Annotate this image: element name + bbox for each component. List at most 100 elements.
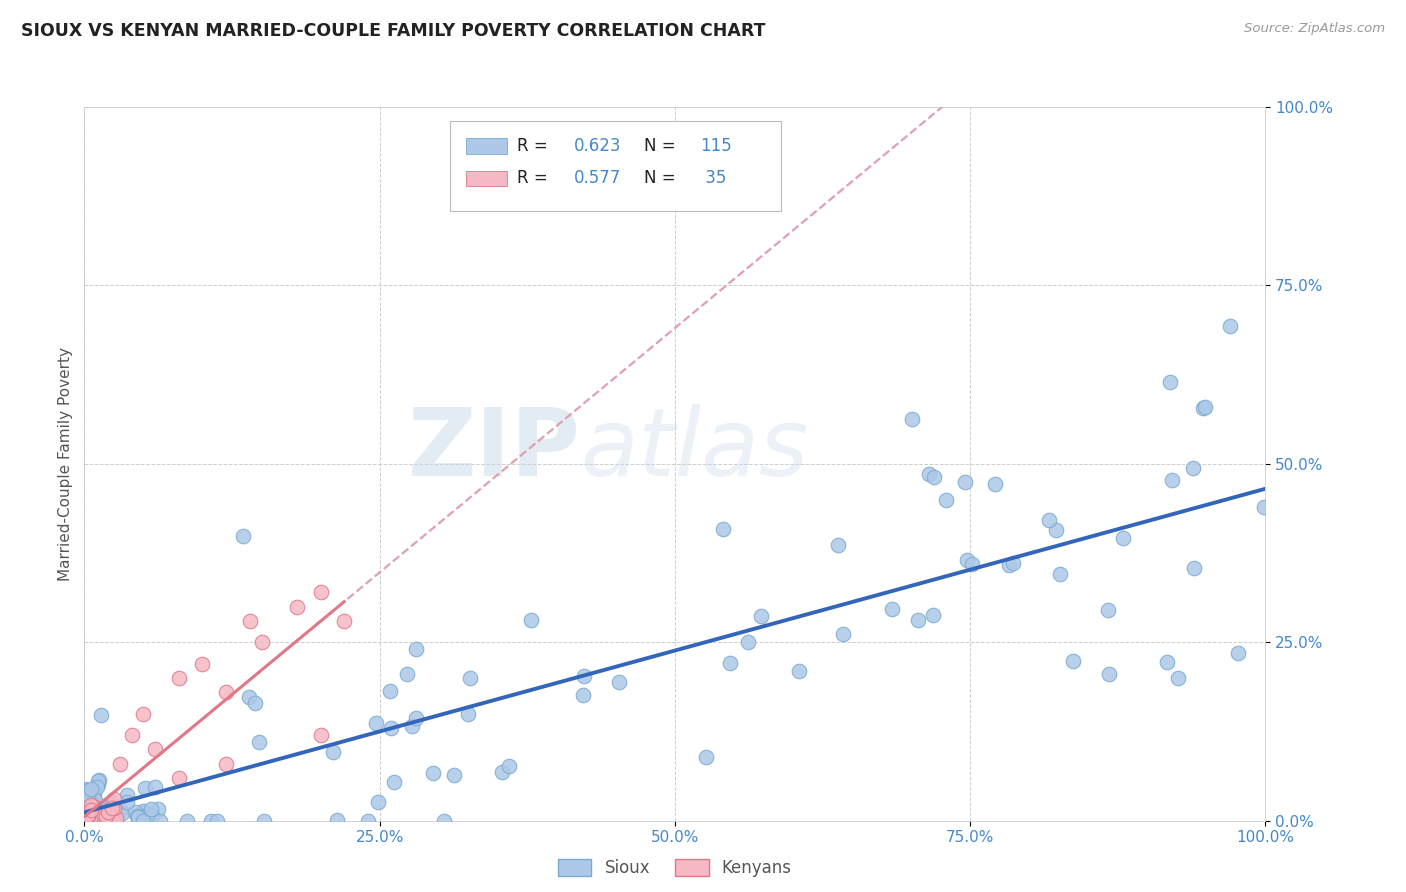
Point xyxy=(309,585,332,599)
Point xyxy=(134,781,156,796)
Point xyxy=(176,814,198,828)
Point xyxy=(87,773,110,788)
Point xyxy=(101,813,124,827)
Point xyxy=(1192,401,1215,416)
Point xyxy=(215,756,238,771)
Point xyxy=(132,814,155,828)
Point xyxy=(124,805,146,819)
Point xyxy=(87,797,110,812)
Point xyxy=(956,553,979,567)
FancyBboxPatch shape xyxy=(450,121,782,211)
Point xyxy=(139,802,162,816)
Point xyxy=(1049,566,1071,581)
Point xyxy=(80,803,103,817)
Point xyxy=(77,783,100,797)
Text: ZIP: ZIP xyxy=(408,403,581,496)
Point xyxy=(922,607,945,622)
Point xyxy=(1156,655,1178,669)
Point xyxy=(935,492,957,507)
Point xyxy=(110,803,132,817)
Point xyxy=(97,803,120,817)
Point xyxy=(827,538,849,552)
Point xyxy=(80,781,103,796)
Point xyxy=(121,728,143,742)
FancyBboxPatch shape xyxy=(465,138,508,154)
Point xyxy=(401,719,423,733)
Point xyxy=(100,795,122,809)
Point xyxy=(167,771,190,785)
Point xyxy=(115,795,138,809)
Point xyxy=(1227,646,1250,660)
Point xyxy=(498,758,520,772)
Point xyxy=(366,715,388,730)
Point xyxy=(90,707,112,722)
Point xyxy=(97,805,120,819)
Point xyxy=(77,808,100,822)
Point xyxy=(232,529,254,543)
Point xyxy=(749,609,772,624)
Point xyxy=(382,774,405,789)
Point xyxy=(1219,319,1241,334)
Point xyxy=(922,470,945,484)
Point xyxy=(491,764,513,779)
Point xyxy=(832,627,855,641)
Point xyxy=(77,808,100,822)
Point xyxy=(309,728,332,742)
Point xyxy=(167,671,190,685)
Point xyxy=(380,721,402,735)
Point xyxy=(405,641,427,656)
Point xyxy=(998,558,1021,572)
Point xyxy=(87,777,110,791)
Point xyxy=(93,812,115,826)
Text: R =: R = xyxy=(517,137,553,155)
Text: 35: 35 xyxy=(700,169,727,187)
Point xyxy=(87,772,110,787)
Point xyxy=(132,811,155,825)
Point xyxy=(245,696,267,710)
Text: N =: N = xyxy=(644,169,682,187)
Point xyxy=(333,614,356,628)
Point xyxy=(91,809,114,823)
Text: 0.623: 0.623 xyxy=(574,137,621,155)
Point xyxy=(101,814,124,828)
Point xyxy=(520,613,543,627)
Text: N =: N = xyxy=(644,137,682,155)
Point xyxy=(127,810,149,824)
Point xyxy=(76,811,98,825)
Point xyxy=(322,745,344,759)
Point xyxy=(134,805,156,820)
FancyBboxPatch shape xyxy=(465,170,508,186)
Point xyxy=(80,798,103,813)
Point xyxy=(882,602,904,616)
Point xyxy=(1045,523,1067,537)
Point xyxy=(1181,461,1204,475)
Point xyxy=(1182,560,1205,574)
Point xyxy=(325,813,347,827)
Point xyxy=(141,809,163,823)
Point xyxy=(200,814,222,828)
Point xyxy=(457,707,479,722)
Point xyxy=(285,599,308,614)
Legend: Sioux, Kenyans: Sioux, Kenyans xyxy=(551,852,799,884)
Point xyxy=(215,685,238,699)
Point xyxy=(984,477,1007,491)
Text: atlas: atlas xyxy=(581,404,808,495)
Point xyxy=(572,688,595,702)
Point xyxy=(918,467,941,481)
Point xyxy=(357,814,380,828)
Point xyxy=(191,657,214,671)
Point xyxy=(1097,603,1119,617)
Point xyxy=(239,614,262,628)
Point xyxy=(108,756,131,771)
Point xyxy=(76,792,98,806)
Point xyxy=(238,690,260,704)
Point xyxy=(149,814,172,828)
Point xyxy=(443,767,465,781)
Text: R =: R = xyxy=(517,169,553,187)
Point xyxy=(1253,500,1275,514)
Point xyxy=(77,806,100,821)
Point xyxy=(396,666,419,681)
Text: 0.577: 0.577 xyxy=(574,169,621,187)
Point xyxy=(433,814,456,828)
Point xyxy=(250,635,273,649)
